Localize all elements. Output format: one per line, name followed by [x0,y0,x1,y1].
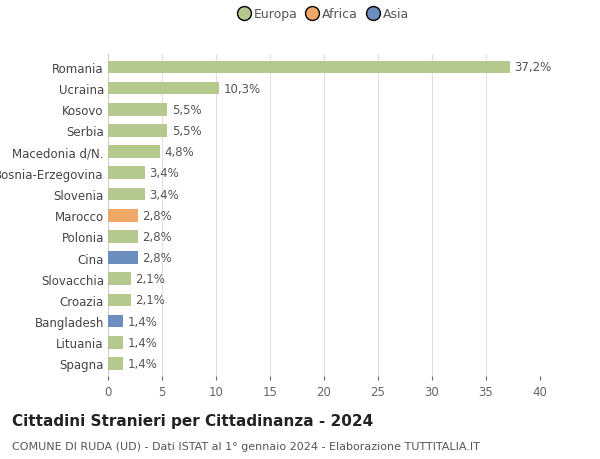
Text: 37,2%: 37,2% [514,62,551,74]
Text: 2,1%: 2,1% [135,273,165,285]
Text: 2,8%: 2,8% [143,209,172,222]
Text: 1,4%: 1,4% [127,357,157,370]
Bar [108,209,138,222]
Legend: Europa, Africa, Asia: Europa, Africa, Asia [233,4,415,27]
Bar [108,62,510,74]
Text: 5,5%: 5,5% [172,104,202,117]
Bar [108,273,131,285]
Text: COMUNE DI RUDA (UD) - Dati ISTAT al 1° gennaio 2024 - Elaborazione TUTTITALIA.IT: COMUNE DI RUDA (UD) - Dati ISTAT al 1° g… [12,441,480,451]
Text: 4,8%: 4,8% [164,146,194,159]
Text: 2,1%: 2,1% [135,294,165,307]
Text: 3,4%: 3,4% [149,188,179,201]
Bar [108,336,123,349]
Bar [108,358,123,370]
Text: 2,8%: 2,8% [143,230,172,243]
Bar [108,104,167,117]
Text: 2,8%: 2,8% [143,252,172,264]
Bar [108,230,138,243]
Bar [108,83,219,95]
Bar [108,252,138,264]
Text: 10,3%: 10,3% [224,83,260,95]
Text: Cittadini Stranieri per Cittadinanza - 2024: Cittadini Stranieri per Cittadinanza - 2… [12,413,373,428]
Bar [108,167,145,180]
Text: 5,5%: 5,5% [172,125,202,138]
Bar [108,294,131,307]
Text: 1,4%: 1,4% [127,336,157,349]
Bar [108,125,167,138]
Bar [108,146,160,159]
Bar [108,315,123,328]
Text: 1,4%: 1,4% [127,315,157,328]
Bar [108,188,145,201]
Text: 3,4%: 3,4% [149,167,179,180]
